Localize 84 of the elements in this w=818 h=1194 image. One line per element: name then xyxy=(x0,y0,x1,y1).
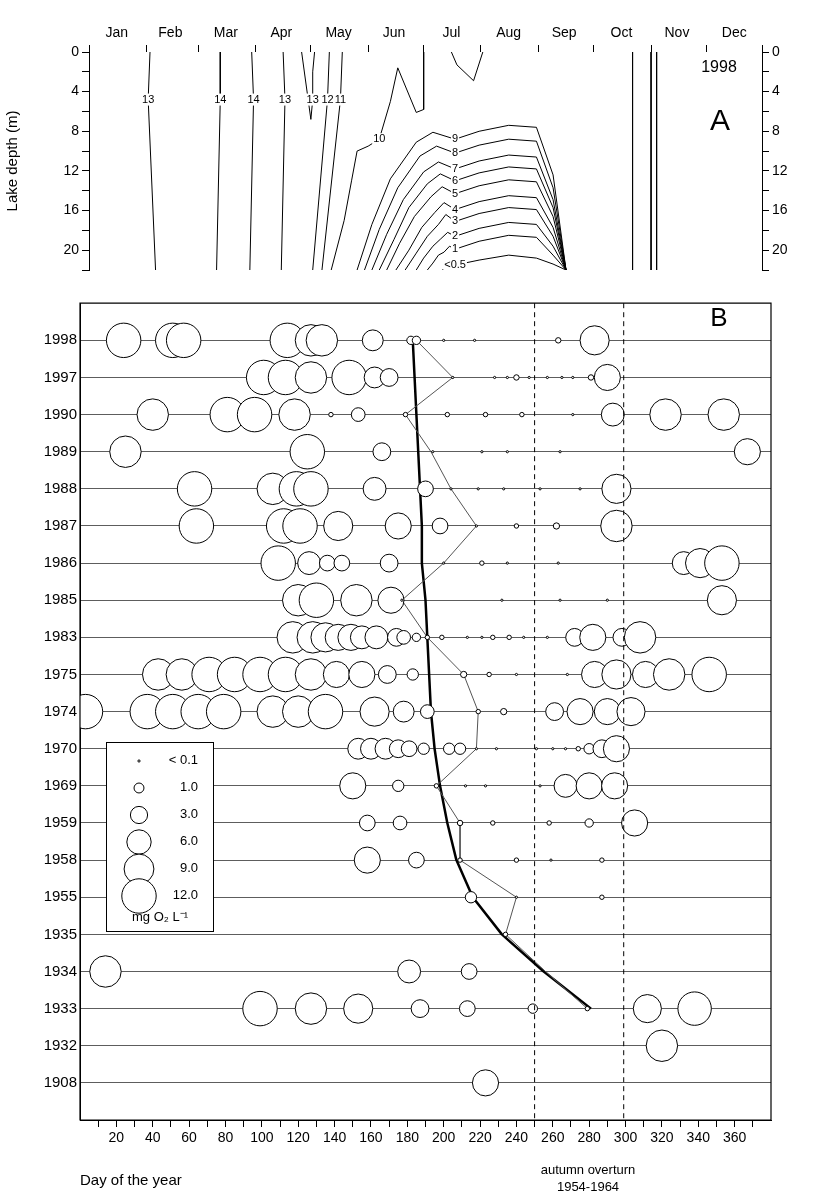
legend-label: 6.0 xyxy=(179,833,198,849)
x-tick-label: Jun xyxy=(382,24,406,41)
legend-label: < 0.1 xyxy=(168,752,198,768)
y-tick-label: 1990 xyxy=(43,404,77,422)
y-tick-label: 1997 xyxy=(43,367,77,385)
y-tick-label: 1988 xyxy=(43,478,77,496)
x-tick-label: Sep xyxy=(551,24,577,41)
y-tick-label: 0 xyxy=(71,42,80,59)
x-tick-label: 140 xyxy=(322,1129,347,1146)
x-tick-label: Feb xyxy=(158,24,183,41)
x-tick-label: Dec xyxy=(721,24,747,41)
legend-title: mg O₂ L⁻¹ xyxy=(132,909,189,925)
x-tick-label: 320 xyxy=(650,1129,674,1146)
y-tick-label: 20 xyxy=(63,241,80,258)
x-tick-label: May xyxy=(325,24,352,41)
y-tick-label: 12 xyxy=(63,161,80,178)
x-tick-label: 80 xyxy=(217,1129,234,1146)
legend-label: 3.0 xyxy=(179,806,198,822)
x-tick-label: 360 xyxy=(722,1129,747,1146)
x-axis-title: Day of the year xyxy=(80,1171,182,1189)
y-tick-label: 1958 xyxy=(43,850,77,868)
series-label: 14 xyxy=(247,92,260,105)
y-axis-title: Lake depth (m) xyxy=(3,110,21,212)
y-tick-label: 1935 xyxy=(43,924,77,942)
series-label: 13 xyxy=(278,92,292,105)
x-tick-label: 220 xyxy=(468,1129,492,1146)
annotation: B xyxy=(710,302,728,333)
legend-label: 12.0 xyxy=(172,887,198,903)
series-label: 14 xyxy=(214,92,227,105)
series-label: 13 xyxy=(306,92,319,105)
x-tick-label: 120 xyxy=(286,1129,311,1146)
y2-tick-label: 12 xyxy=(772,161,788,178)
y-tick-label: 1985 xyxy=(43,590,77,608)
legend-label: 9.0 xyxy=(179,860,198,876)
x-tick-label: 260 xyxy=(541,1129,565,1146)
y-tick-label: 1986 xyxy=(43,553,77,571)
x-tick-label: Apr xyxy=(270,24,293,41)
x-tick-label: Jan xyxy=(105,24,129,41)
annotation: 1998 xyxy=(701,58,737,76)
x-tick-label: Mar xyxy=(213,24,239,41)
y2-tick-label: 0 xyxy=(772,42,780,59)
x-tick-label: Nov xyxy=(664,24,690,41)
legend-label: 1.0 xyxy=(179,779,198,795)
x-tick-label: Oct xyxy=(610,24,633,41)
y2-tick-label: 20 xyxy=(772,241,788,258)
y-tick-label: 1908 xyxy=(43,1073,77,1091)
y-tick-label: 1975 xyxy=(43,664,77,682)
y-tick-label: 8 xyxy=(71,122,80,139)
y-tick-label: 1955 xyxy=(43,887,77,905)
x-tick-label: 200 xyxy=(432,1129,456,1146)
y-tick-label: 1983 xyxy=(43,627,77,645)
y-tick-label: 1934 xyxy=(43,961,77,979)
x-tick-label: 100 xyxy=(250,1129,274,1146)
x-tick-label: 160 xyxy=(359,1129,383,1146)
x-tick-label: 280 xyxy=(577,1129,602,1146)
x-tick-label: Jul xyxy=(442,24,461,41)
x-tick-label: 340 xyxy=(686,1129,711,1146)
x-tick-label: 180 xyxy=(395,1129,420,1146)
y-tick-label: 1970 xyxy=(43,738,77,756)
series-label: 11 xyxy=(334,92,347,105)
y2-tick-label: 8 xyxy=(772,122,780,139)
y2-tick-label: 16 xyxy=(772,201,788,218)
series-label: 10 xyxy=(373,132,386,145)
y-tick-label: 4 xyxy=(71,82,80,99)
y-tick-label: 1974 xyxy=(43,701,77,719)
x-tick-label: 240 xyxy=(504,1129,529,1146)
y-tick-label: 1989 xyxy=(43,441,77,459)
series-label: 13 xyxy=(142,92,155,105)
x-tick-label: 60 xyxy=(181,1129,198,1146)
x-tick-label: 300 xyxy=(613,1129,638,1146)
series-label: 12 xyxy=(321,92,334,105)
x-tick-label: 20 xyxy=(108,1129,125,1146)
y-tick-label: 1959 xyxy=(43,813,77,831)
x-tick-label: Aug xyxy=(496,24,522,41)
x-tick-label: 40 xyxy=(144,1129,161,1146)
y-tick-label: 1998 xyxy=(43,330,77,348)
y2-tick-label: 4 xyxy=(772,82,780,99)
y-tick-label: 1933 xyxy=(43,998,77,1016)
y-tick-label: 1969 xyxy=(43,776,77,793)
y-tick-label: 1932 xyxy=(43,1035,77,1053)
y-tick-label: 16 xyxy=(63,201,80,218)
text: autumn overturn 1954-1964 xyxy=(540,1161,636,1194)
annotation: A xyxy=(709,103,731,137)
y-tick-label: 1987 xyxy=(43,516,77,534)
